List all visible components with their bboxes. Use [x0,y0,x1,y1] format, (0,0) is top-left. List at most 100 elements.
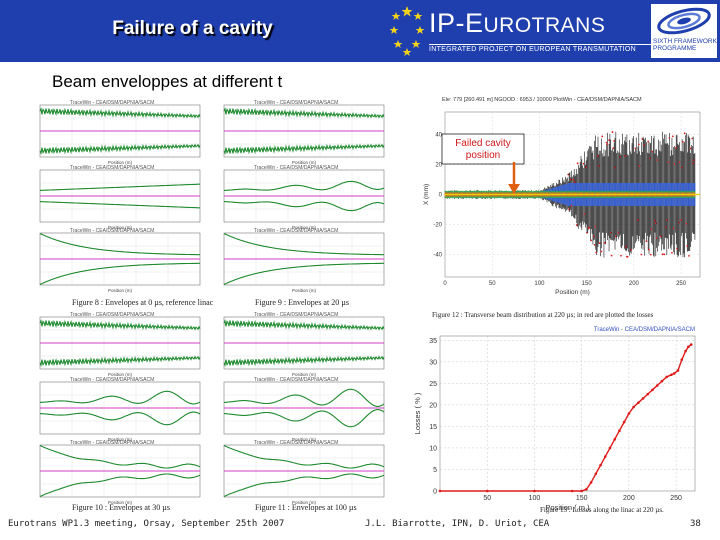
losses-header: TraceWin - CEA/DSM/DAPNIA/SACM [594,327,695,333]
subplot-header: TraceWin - CEA/DSM/DAPNIA/SACM [254,377,338,383]
y-tick-label: 20 [429,402,437,409]
envelope-lower [39,143,201,155]
figure-8-caption: Figure 8 : Envelopes at 0 µs, reference … [72,298,214,307]
subplot-xlabel: Position (m) [292,372,317,377]
envelope-subplot: TraceWin - CEA/DSM/DAPNIA/SACM Position (… [39,100,201,165]
envelope-subplot: TraceWin - CEA/DSM/DAPNIA/SACM Position (… [39,165,201,230]
eurotrans-logo-text: IP-EUROTRANS [429,8,606,38]
envelope-upper [40,390,201,405]
envelope-upper [223,107,385,119]
scatter-ylabel: X (mm) [423,184,430,205]
slide-title: Failure of a cavity [112,18,273,39]
losses-xlabel: Position ( m ) [545,503,590,512]
subplot-xlabel: Position (m) [108,372,133,377]
y-tick-label: 5 [433,467,437,474]
envelope-lower [224,409,385,428]
subplot-xlabel: Position (m) [108,225,133,230]
envelope-subplot: TraceWin - CEA/DSM/DAPNIA/SACM Position (… [39,377,201,442]
losses-point [680,358,684,361]
svg-text:Failed cavity: Failed cavity [455,138,511,149]
subplot-header: TraceWin - CEA/DSM/DAPNIA/SACM [70,165,154,171]
losses-point [670,373,673,377]
footer-authors: J.L. Biarrotte, IPN, D. Uriot, CEA [365,519,550,529]
scatter-ytick: 0 [439,193,443,199]
subplot-header: TraceWin - CEA/DSM/DAPNIA/SACM [254,228,338,234]
subplot-header: TraceWin - CEA/DSM/DAPNIA/SACM [70,228,154,234]
losses-point [637,401,640,405]
subtitle: Beam enveloppes at different t [52,72,283,91]
envelope-upper [39,233,200,256]
envelope-upper [39,107,201,119]
y-tick-label: 35 [429,338,437,345]
subplot-xlabel: Position (m) [108,160,133,165]
losses-point [651,388,654,392]
losses-point [641,397,645,400]
scatter-header: Ele: 779 [260.491 m] NGOOD : 6953 / 1000… [442,97,642,103]
losses-point [665,375,668,379]
envelope-upper [223,319,385,331]
subplot-header: TraceWin - CEA/DSM/DAPNIA/SACM [70,377,154,383]
arrow-head-icon [508,184,520,194]
subplot-xlabel: Position (m) [292,160,317,165]
x-tick-label: 100 [529,495,541,502]
envelope-lower [40,201,200,209]
envelope-upper [223,233,384,256]
x-tick-label: 50 [483,495,491,502]
losses-frame [439,335,696,492]
subplot-xlabel: Position (m) [108,500,133,505]
envelope-upper [223,445,385,469]
losses-point [585,487,588,491]
envelope-lower [40,411,201,426]
envelope-upper [39,445,201,469]
subplot-xlabel: Position (m) [108,437,133,442]
losses-point [676,369,680,372]
subplot-header: TraceWin - CEA/DSM/DAPNIA/SACM [254,312,338,318]
losses-point [608,446,612,450]
losses-point [580,489,583,493]
losses-point [613,438,617,441]
envelope-lower [39,262,200,285]
envelope-lower [223,143,385,155]
subplot-xlabel: Position (m) [292,288,317,293]
subplot-header: TraceWin - CEA/DSM/DAPNIA/SACM [70,440,154,446]
losses-point [438,489,442,493]
figure-9-caption: Figure 9 : Envelopes at 20 µs [255,298,349,307]
subplot-xlabel: Position (m) [108,288,133,293]
subplot-header: TraceWin - CEA/DSM/DAPNIA/SACM [70,100,154,106]
scatter-xtick: 200 [629,281,640,287]
envelope-lower [223,355,385,367]
losses-point [622,420,626,424]
envelope-upper [40,183,200,191]
losses-point [618,429,621,433]
scatter-xtick: 0 [443,281,447,287]
x-tick-label: 250 [670,495,682,502]
envelope-subplot: TraceWin - CEA/DSM/DAPNIA/SACM Position (… [223,312,385,377]
y-tick-label: 15 [429,424,437,431]
figure-10-caption: Figure 10 : Envelopes at 30 µs [72,503,170,512]
losses-point [689,343,693,346]
envelope-upper [224,180,385,191]
envelope-lower [39,473,201,497]
losses-point [655,384,659,387]
figure-12-caption: Figure 12 : Transverse beam distribution… [432,311,654,319]
y-tick-label: 25 [429,381,437,388]
scatter-xlabel: Position (m) [555,289,590,296]
scatter-xtick: 250 [676,281,687,287]
svg-text:position: position [466,150,500,161]
envelope-lower [223,473,385,497]
envelope-lower [39,355,201,367]
x-tick-label: 200 [623,495,635,502]
losses-point [660,379,664,383]
eurotrans-logo-subtitle: INTEGRATED PROJECT ON EUROPEAN TRANSMUTA… [429,44,651,53]
y-tick-label: 30 [429,359,437,366]
sixth-framework-logo: SIXTH FRAMEWORK PROGRAMME [651,4,717,58]
eurotrans-logo-banner: IP-EUROTRANS INTEGRATED PROJECT ON EUROP… [385,0,720,62]
envelope-lower [223,262,384,285]
